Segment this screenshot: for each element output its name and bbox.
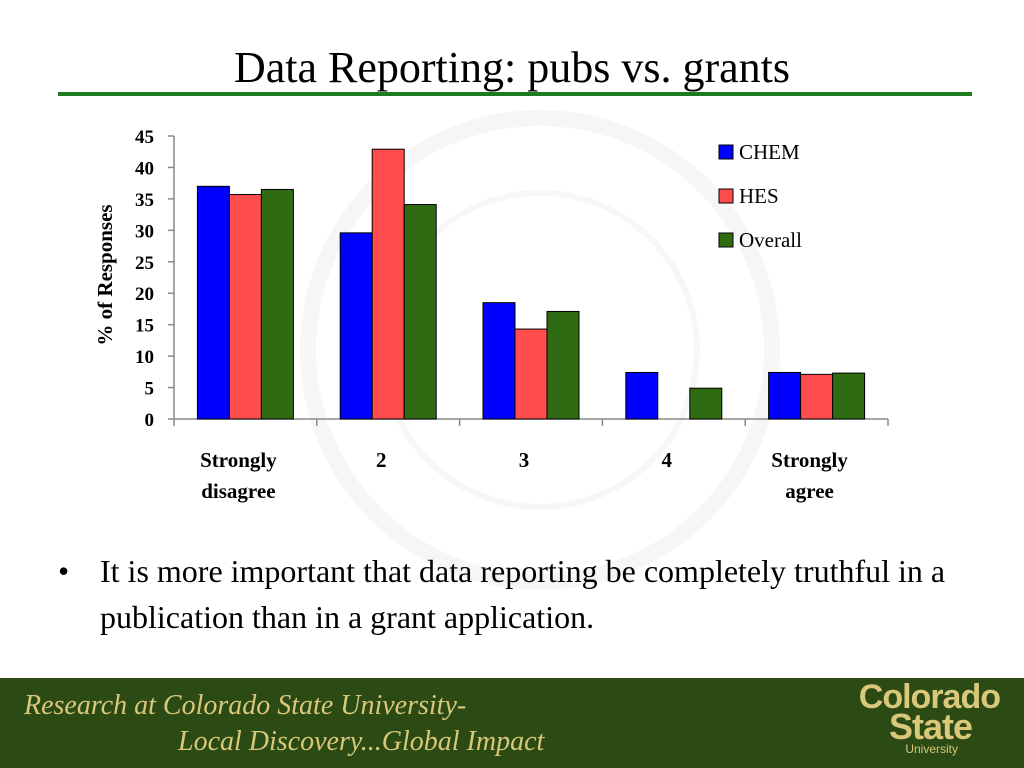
legend-label-chem: CHEM <box>739 140 800 164</box>
y-tick-label: 25 <box>135 253 154 274</box>
y-tick-label: 5 <box>145 379 155 400</box>
bar-hes-2 <box>514 328 548 420</box>
y-axis-label: % of Responses <box>93 204 117 345</box>
bar-overall-0 <box>260 188 294 420</box>
bar-overall-1 <box>403 204 437 420</box>
slide-title: Data Reporting: pubs vs. grants <box>233 43 791 92</box>
y-tick-label: 30 <box>135 221 154 242</box>
y-tick-label: 15 <box>135 316 154 337</box>
bar-overall-3 <box>689 387 723 420</box>
bar-overall-4 <box>832 372 866 420</box>
bar-chem-4 <box>768 371 802 420</box>
footer-bar: Research at Colorado State University- L… <box>0 678 1024 768</box>
y-tick-label: 40 <box>135 158 154 179</box>
logo-line-colorado: Colorado <box>858 678 1001 716</box>
bullet-text: It is more important that data reporting… <box>100 553 946 635</box>
bar-hes-0 <box>228 193 262 420</box>
bar-chem-3 <box>625 371 659 420</box>
legend-label-hes: HES <box>739 184 779 208</box>
bar-overall-2 <box>546 310 580 420</box>
legend-swatch-hes <box>718 188 734 204</box>
legend-swatch-chem <box>718 144 734 160</box>
x-tick-label: 3 <box>519 448 530 472</box>
y-tick-label: 10 <box>135 347 154 368</box>
y-tick-label: 0 <box>145 410 155 431</box>
title-divider <box>58 92 972 96</box>
legend-swatch-overall <box>718 232 734 248</box>
bullet-point: • It is more important that data reporti… <box>58 548 958 640</box>
bullet-dot-icon: • <box>58 553 70 589</box>
x-tick-label: 2 <box>376 448 387 472</box>
bar-chem-2 <box>482 302 516 420</box>
bar-hes-1 <box>371 148 405 420</box>
bar-hes-4 <box>800 373 834 420</box>
x-tick-label: Strongly disagree <box>200 448 277 503</box>
bar-chem-1 <box>339 232 373 420</box>
legend-label-overall: Overall <box>739 228 802 252</box>
csu-logo: Colorado State University <box>820 678 1001 756</box>
x-tick-label: 4 <box>662 448 673 472</box>
bar-chart: % of Responses 0 5 10 15 20 25 30 35 40 45 Strong… <box>93 127 889 503</box>
footer-tagline-1: Research at Colorado State University- <box>24 690 467 721</box>
bar-chem-0 <box>196 185 230 420</box>
y-tick-label: 20 <box>135 284 154 305</box>
x-tick-label: Strongly agree <box>771 448 848 503</box>
y-tick-label: 45 <box>135 127 154 148</box>
footer-tagline-2: Local Discovery...Global Impact <box>178 726 545 757</box>
logo-line-state: State <box>888 706 973 747</box>
y-tick-label: 35 <box>135 190 154 211</box>
logo-line-university: University <box>905 742 958 756</box>
